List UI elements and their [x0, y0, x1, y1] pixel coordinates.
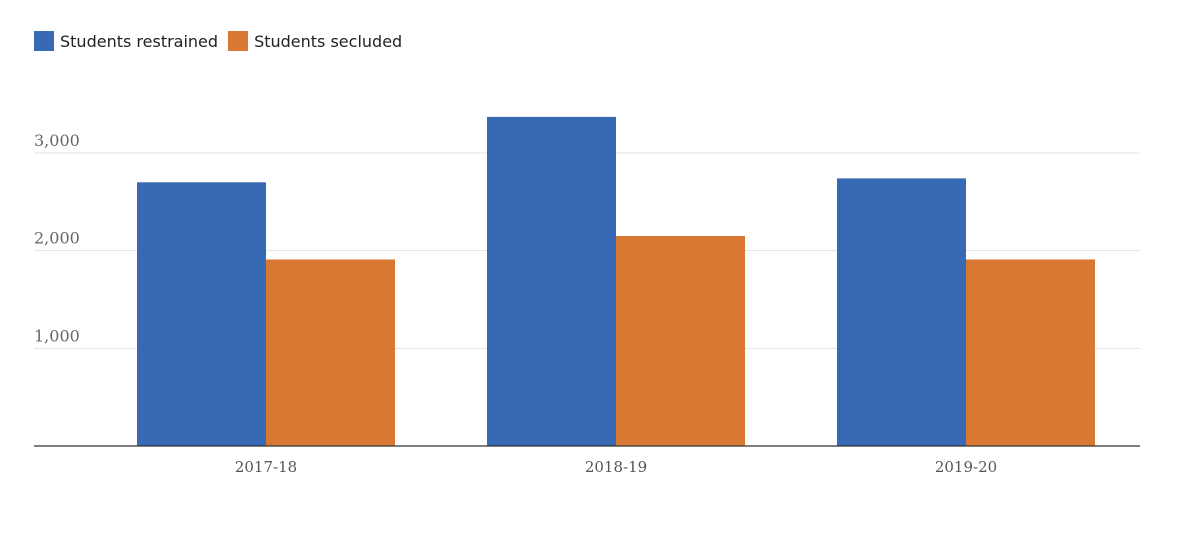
y-tick-label-3000: 3,000	[34, 131, 80, 150]
chart-legend: Students restrained Students secluded	[34, 30, 412, 52]
legend-label-secluded: Students secluded	[254, 31, 403, 51]
legend-item-restrained: Students restrained	[34, 31, 218, 51]
x-tick-label-2017-18: 2017-18	[235, 458, 297, 476]
x-tick-label-2018-19: 2018-19	[585, 458, 647, 476]
legend-label-restrained: Students restrained	[60, 31, 219, 51]
bar-restrained-2019-20	[837, 178, 966, 447]
y-tick-label-2000: 2,000	[34, 229, 80, 248]
bar-secluded-2019-20	[966, 259, 1095, 446]
legend-swatch-secluded	[228, 31, 249, 51]
bar-restrained-2017-18	[137, 182, 266, 447]
bar-secluded-2018-19	[616, 236, 745, 446]
x-tick-label-2019-20: 2019-20	[935, 458, 997, 476]
legend-swatch-restrained	[34, 31, 54, 51]
bar-restrained-2018-19	[487, 116, 616, 446]
legend-item-secluded: Students secluded	[228, 31, 402, 51]
y-tick-label-1000: 1,000	[34, 326, 80, 345]
bar-secluded-2017-18	[266, 259, 395, 446]
